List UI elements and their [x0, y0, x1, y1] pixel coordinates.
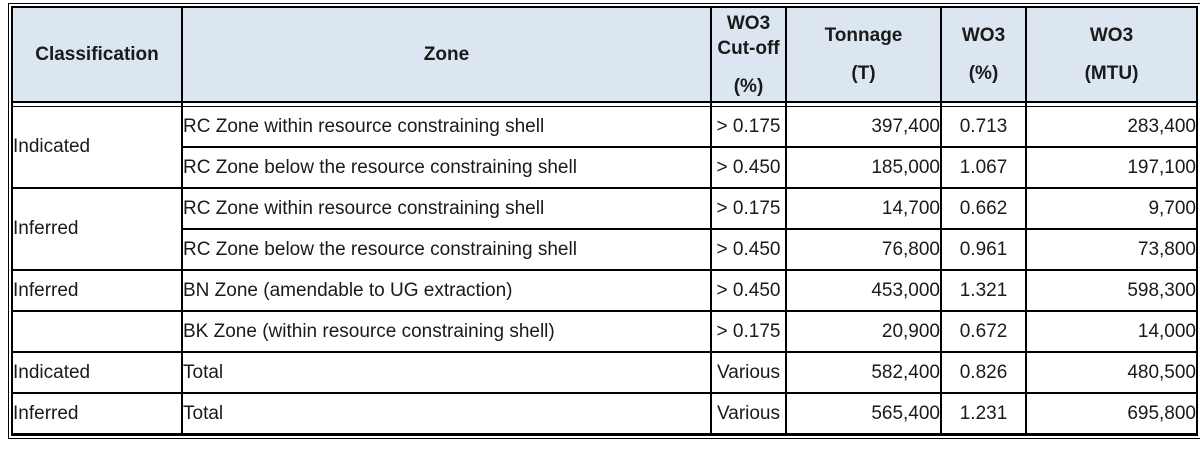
cell-grade: 0.826 [940, 351, 1027, 394]
header-label: WO3 [961, 25, 1006, 46]
resource-table-wrapper: Classification Zone WO3 Cut-off (%) Tonna… [8, 3, 1200, 439]
header-unit: (%) [968, 63, 999, 84]
cell-classification [11, 310, 183, 353]
cell-cutoff: > 0.175 [710, 106, 787, 148]
cell-classification: Indicated [11, 351, 183, 394]
cell-tonnage: 453,000 [785, 269, 942, 312]
header-cell-classification: Classification [11, 6, 183, 103]
header-cell-mtu: WO3 (MTU) [1025, 6, 1198, 103]
cell-grade: 1.321 [940, 269, 1027, 312]
header-unit: (MTU) [1084, 63, 1139, 84]
cell-cutoff: > 0.450 [710, 269, 787, 312]
cell-zone: BK Zone (within resource constraining sh… [181, 310, 712, 353]
cell-zone: RC Zone below the resource constraining … [181, 228, 712, 271]
cell-grade: 0.961 [940, 228, 1027, 271]
cell-mtu: 9,700 [1025, 187, 1198, 230]
header-label: Tonnage [824, 25, 903, 46]
cell-cutoff: > 0.175 [710, 310, 787, 353]
cell-grade: 1.067 [940, 146, 1027, 189]
cell-tonnage: 76,800 [785, 228, 942, 271]
table-row-total-inferred: Inferred Total Various 565,400 1.231 695… [11, 392, 1198, 436]
cell-mtu: 283,400 [1025, 106, 1198, 148]
cell-cutoff: > 0.450 [710, 228, 787, 271]
table-row-total-indicated: Indicated Total Various 582,400 0.826 48… [11, 351, 1198, 394]
cell-classification: Inferred [11, 392, 183, 436]
cell-grade: 1.231 [940, 392, 1027, 436]
table-row: Inferred BN Zone (amendable to UG extrac… [11, 269, 1198, 312]
header-unit: (%) [733, 75, 764, 97]
cell-classification: Inferred [11, 269, 183, 312]
mineral-resource-table: Classification Zone WO3 Cut-off (%) Tonna… [11, 6, 1198, 436]
cell-tonnage: 397,400 [785, 106, 942, 148]
cell-tonnage: 565,400 [785, 392, 942, 436]
table-header: Classification Zone WO3 Cut-off (%) Tonna… [11, 6, 1198, 103]
cell-mtu: 14,000 [1025, 310, 1198, 353]
cell-tonnage: 582,400 [785, 351, 942, 394]
cell-tonnage: 185,000 [785, 146, 942, 189]
cell-zone: Total [181, 392, 712, 436]
table-row: Inferred RC Zone within resource constra… [11, 187, 1198, 271]
cell-cutoff: > 0.175 [710, 187, 787, 230]
cell-grade: 0.672 [940, 310, 1027, 353]
cell-mtu: 73,800 [1025, 228, 1198, 271]
cell-zone: Total [181, 351, 712, 394]
cell-zone: BN Zone (amendable to UG extraction) [181, 269, 712, 312]
cell-tonnage: 20,900 [785, 310, 942, 353]
table-row: Indicated RC Zone within resource constr… [11, 106, 1198, 189]
cell-grade: 0.713 [940, 106, 1027, 148]
cell-grade: 0.662 [940, 187, 1027, 230]
header-row: Classification Zone WO3 Cut-off (%) Tonna… [11, 6, 1198, 103]
cell-mtu: 480,500 [1025, 351, 1198, 394]
cell-zone: RC Zone within resource constraining she… [181, 187, 712, 230]
cell-mtu: 598,300 [1025, 269, 1198, 312]
header-label: WO3 Cut-off [717, 12, 780, 59]
cell-classification: Indicated [11, 106, 183, 189]
cell-zone: RC Zone below the resource constraining … [181, 146, 712, 189]
header-cell-cutoff: WO3 Cut-off (%) [710, 6, 787, 103]
header-label: WO3 [1089, 25, 1134, 46]
cell-cutoff: Various [710, 392, 787, 436]
header-unit: (T) [851, 63, 876, 84]
cell-classification: Inferred [11, 187, 183, 271]
cell-mtu: 695,800 [1025, 392, 1198, 436]
header-label: Classification [35, 44, 159, 65]
header-label: Zone [423, 44, 470, 65]
table-row: BK Zone (within resource constraining sh… [11, 310, 1198, 353]
cell-cutoff: > 0.450 [710, 146, 787, 189]
table-row: RC Zone below the resource constraining … [12, 228, 1198, 271]
header-cell-tonnage: Tonnage (T) [785, 6, 942, 103]
header-cell-grade: WO3 (%) [940, 6, 1027, 103]
table-row: RC Zone below the resource constraining … [12, 146, 1198, 189]
cell-mtu: 197,100 [1025, 146, 1198, 189]
header-cell-zone: Zone [181, 6, 712, 103]
cell-tonnage: 14,700 [785, 187, 942, 230]
cell-zone: RC Zone within resource constraining she… [181, 106, 712, 148]
cell-cutoff: Various [710, 351, 787, 394]
